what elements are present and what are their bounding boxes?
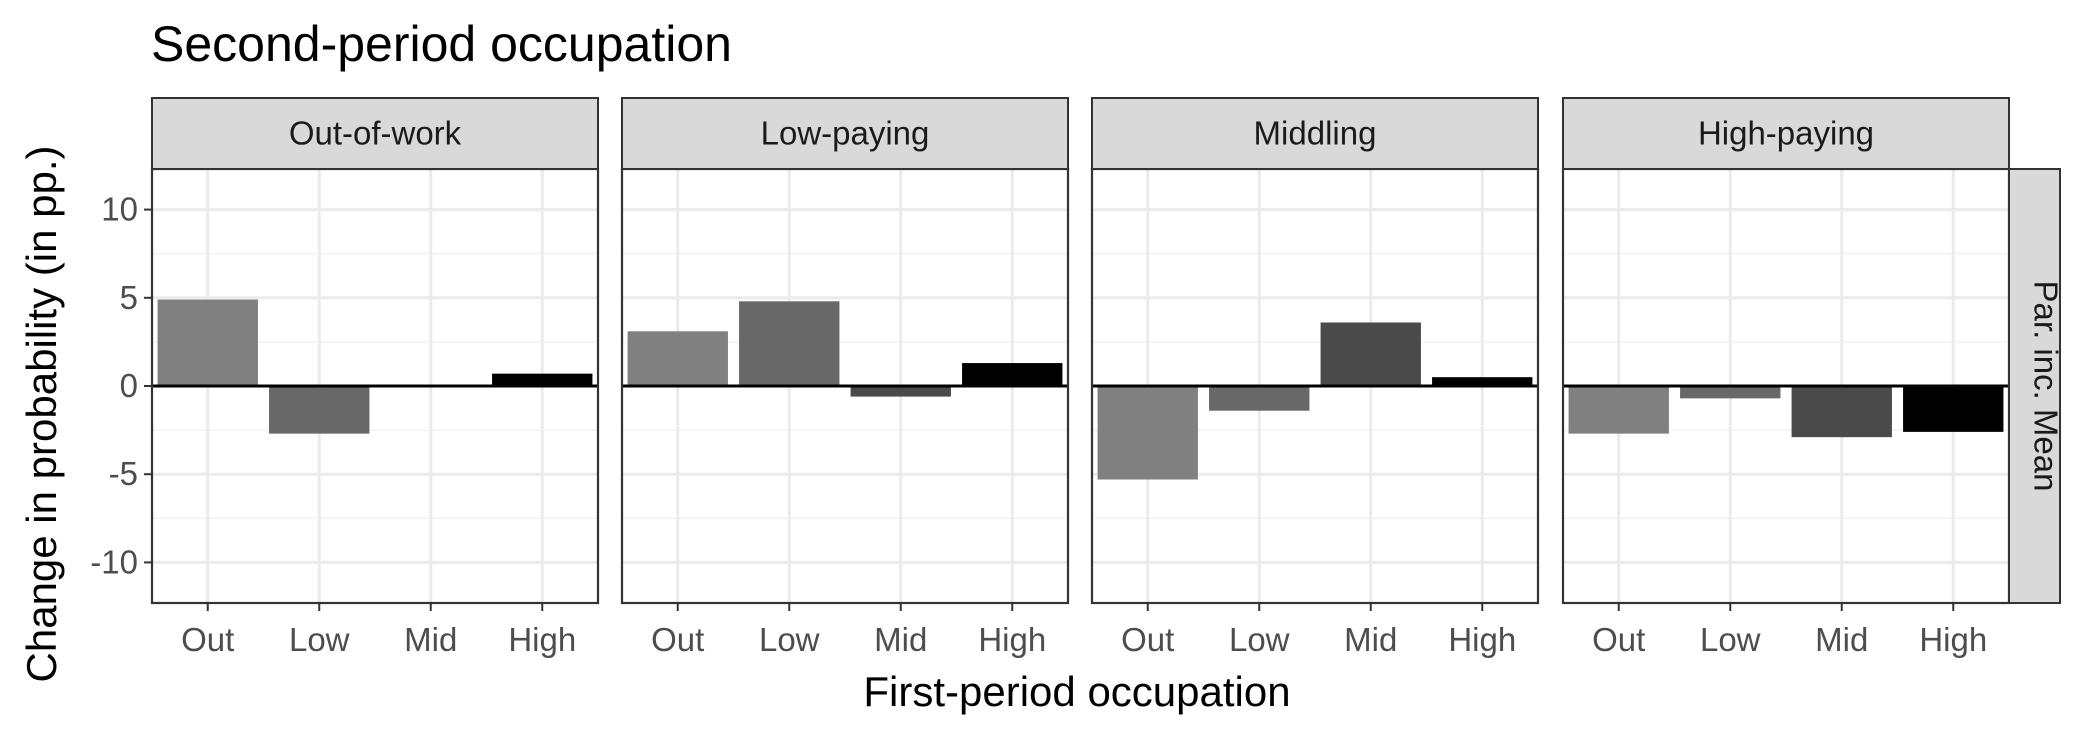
- row-strip: Par. inc. Mean: [2008, 168, 2065, 604]
- panel-strip-label: High-paying: [1698, 115, 1874, 152]
- x-tick-label: Mid: [874, 621, 927, 658]
- panel-1: Out-of-work Out Low Mid High: [150, 97, 600, 658]
- x-tick-label: Out: [1121, 621, 1174, 658]
- x-tick-label: High: [1448, 621, 1516, 658]
- panel-strip-background: [1091, 97, 1539, 170]
- panel-4: High-paying Out Low Mid High: [1561, 97, 2011, 658]
- bar-low: [739, 301, 840, 386]
- bar-mid: [850, 386, 951, 397]
- x-tick-label: Mid: [1344, 621, 1397, 658]
- x-tick-label: Out: [1592, 621, 1645, 658]
- bar-high: [1903, 386, 2004, 432]
- panel-strip-label: Out-of-work: [289, 115, 462, 152]
- y-tick-label: 0: [120, 367, 138, 404]
- x-axis-title: First-period occupation: [863, 668, 1290, 715]
- bar-low: [1680, 386, 1781, 399]
- bar-high: [492, 373, 593, 386]
- panel-strip-label: Middling: [1254, 115, 1377, 152]
- panel-strip-background: [621, 97, 1069, 170]
- bar-out: [627, 331, 728, 386]
- x-tick-label: Low: [1700, 621, 1761, 658]
- bar-mid: [1791, 386, 1892, 438]
- bar-out: [157, 299, 258, 386]
- y-tick-label: -10: [90, 543, 138, 580]
- bar-out: [1097, 386, 1198, 480]
- y-tick-label: 5: [120, 279, 138, 316]
- panel-strip-background: [1562, 97, 2010, 170]
- x-tick-label: High: [978, 621, 1046, 658]
- panel-strip-label: Low-paying: [761, 115, 930, 152]
- y-tick-label: -5: [109, 455, 138, 492]
- panel-2: Low-paying Out Low Mid High: [620, 97, 1070, 658]
- y-tick-label: 10: [101, 191, 138, 228]
- x-tick-label: Out: [181, 621, 234, 658]
- row-strip-background: [2008, 168, 2061, 604]
- panel-3: Middling Out Low Mid High: [1090, 97, 1540, 658]
- bar-low: [269, 386, 370, 434]
- y-axis-title: Change in probability (in pp.): [18, 146, 65, 683]
- y-axis: -10 -5 0 5 10: [90, 191, 152, 580]
- bar-high: [1432, 377, 1533, 386]
- bar-high: [962, 363, 1063, 386]
- x-tick-label: High: [1919, 621, 1987, 658]
- bar-out: [1568, 386, 1669, 434]
- bar-mid: [1320, 322, 1421, 386]
- x-tick-label: Out: [651, 621, 704, 658]
- x-tick-label: Low: [289, 621, 350, 658]
- chart-title: Second-period occupation: [151, 16, 732, 72]
- x-tick-label: High: [508, 621, 576, 658]
- bar-low: [1209, 386, 1310, 411]
- x-tick-label: Low: [759, 621, 820, 658]
- x-tick-label: Mid: [1815, 621, 1868, 658]
- panel-strip-background: [151, 97, 599, 170]
- row-strip-label: Par. inc. Mean: [2028, 281, 2065, 492]
- x-tick-label: Low: [1229, 621, 1290, 658]
- x-tick-label: Mid: [404, 621, 457, 658]
